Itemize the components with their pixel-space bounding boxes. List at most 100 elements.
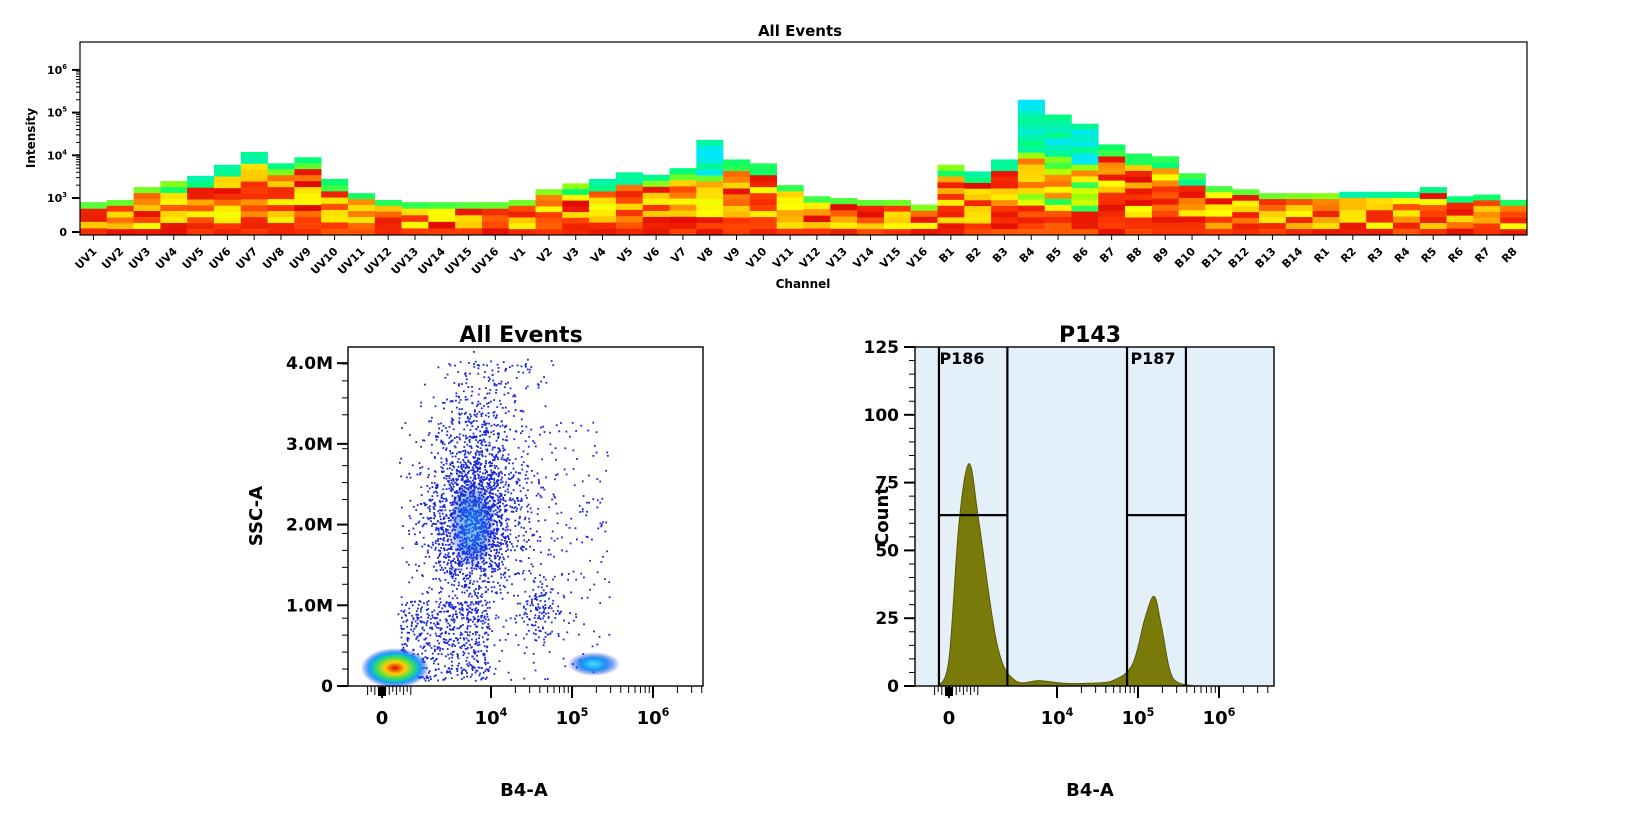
spectrum-x-ticks: UV1 UV2 UV3 UV4 UV5 UV6 UV7 UV8 UV9UV10UV11UV12U… (73, 235, 1520, 277)
spectrum-x-tick-label: B10 (1172, 245, 1198, 271)
spectrum-panel: All Events 0 103 104 105 106 UV1 UV2 UV3 UV4 UV5… (24, 22, 1528, 291)
spectrum-x-tick-label: V14 (851, 245, 877, 271)
spectrum-x-tick-label: UV12 (362, 245, 394, 277)
spectrum-column-b3 (991, 159, 1019, 236)
scatter-title: All Events (459, 323, 582, 348)
spectrum-column-uv2 (106, 199, 134, 236)
spectrum-x-tick-label: V4 (588, 245, 609, 266)
spectrum-x-tick-label: B4 (1017, 245, 1038, 266)
scatter-y-tick-label: 3.0M (286, 435, 333, 455)
spectrum-column-uv9 (294, 157, 322, 236)
scatter-y-ticks: 0 1.0M 2.0M 3.0M 4.0M (286, 354, 348, 697)
spectrum-column-v7 (669, 168, 697, 236)
spectrum-column-v9 (723, 159, 751, 236)
spectrum-x-tick-label: V15 (877, 245, 903, 271)
scatter-y-label: SSC-A (246, 486, 267, 546)
spectrum-x-tick-label: V9 (722, 245, 743, 266)
spectrum-x-tick-label: UV8 (260, 245, 287, 272)
gate-p186 (937, 347, 1009, 686)
histogram-gates (937, 347, 1188, 686)
spectrum-column-r2 (1339, 191, 1367, 236)
spectrum-x-tick-label: UV1 (73, 245, 100, 272)
scatter-y-tick-label: 1.0M (286, 596, 333, 616)
spectrum-x-tick-label: V10 (743, 245, 769, 271)
spectrum-column-uv15 (455, 202, 483, 236)
spectrum-x-tick-label: UV3 (126, 245, 153, 272)
spectrum-column-b7 (1098, 144, 1126, 236)
spectrum-column-v6 (642, 174, 670, 236)
scatter-population-low (361, 648, 429, 688)
spectrum-x-tick-label: R7 (1472, 245, 1493, 266)
scatter-population-right (568, 652, 620, 676)
spectrum-x-tick-label: UV16 (469, 245, 502, 278)
spectrum-x-tick-label: R3 (1365, 245, 1386, 266)
histogram-y-tick-label: 75 (875, 474, 899, 494)
spectrum-column-uv3 (133, 187, 161, 236)
spectrum-column-r5 (1419, 187, 1447, 236)
histogram-y-tick-label: 0 (887, 677, 899, 697)
spectrum-title: All Events (758, 22, 842, 40)
x-tick-label: 104 (475, 706, 508, 729)
spectrum-column-b2 (964, 171, 992, 236)
spectrum-x-tick-label: UV6 (207, 245, 234, 272)
spectrum-column-uv5 (187, 175, 215, 236)
spectrum-column-v12 (803, 196, 831, 236)
spectrum-column-b9 (1151, 156, 1179, 236)
scatter-y-tick-label: 0 (321, 677, 333, 697)
spectrum-x-tick-label: B13 (1253, 245, 1279, 271)
scatter-dense-populations (361, 480, 620, 688)
spectrum-x-tick-label: V6 (642, 245, 663, 266)
spectrum-x-tick-label: B1 (936, 245, 957, 266)
spectrum-column-uv16 (481, 202, 510, 236)
scatter-panel: All Events 01.0M2.0M3.0M4.0M 0 104 105 106 … (246, 323, 704, 801)
x-tick-label: 106 (1203, 706, 1236, 729)
spectrum-x-tick-label: R8 (1499, 245, 1520, 266)
spectrum-column-v15 (883, 199, 911, 236)
spectrum-x-tick-label: B11 (1199, 245, 1225, 271)
spectrum-column-uv14 (428, 202, 456, 236)
spectrum-column-v11 (776, 185, 804, 236)
x-tick-label: 0 (943, 708, 956, 729)
scatter-y-tick-label: 4.0M (286, 354, 333, 374)
scatter-frame (347, 346, 704, 687)
spectrum-x-tick-label: V13 (824, 245, 850, 271)
spectrum-column-v4 (589, 178, 617, 236)
spectrum-x-tick-label: R2 (1338, 245, 1359, 266)
spectrum-x-tick-label: B6 (1070, 245, 1091, 266)
histogram-y-tick-label: 25 (875, 609, 899, 629)
spectrum-x-tick-label: UV4 (153, 245, 180, 272)
spectrum-y-ticks: 0 103 104 105 106 (47, 63, 80, 239)
spectrum-x-tick-label: R6 (1446, 245, 1467, 266)
spectrum-column-uv8 (267, 163, 295, 236)
histogram-x-label: B4-A (1066, 780, 1114, 801)
spectrum-x-tick-label: R5 (1419, 245, 1440, 266)
scatter-x-label: B4-A (500, 780, 548, 801)
spectrum-y-tick-label: 106 (47, 63, 67, 77)
histogram-frame (914, 346, 1275, 687)
spectrum-column-r4 (1393, 191, 1421, 236)
spectrum-column-uv10 (321, 178, 349, 236)
spectrum-column-r8 (1500, 199, 1528, 236)
spectrum-x-tick-label: B5 (1044, 245, 1065, 266)
spectrum-y-tick-label: 103 (47, 191, 67, 205)
histogram-y-tick-label: 50 (875, 541, 899, 561)
spectrum-column-v3 (562, 183, 590, 236)
spectrum-column-v13 (830, 198, 858, 236)
spectrum-column-v8 (696, 139, 724, 236)
spectrum-x-tick-label: UV15 (442, 245, 474, 277)
spectrum-columns (80, 99, 1528, 236)
spectrum-x-tick-label: R4 (1392, 245, 1413, 266)
histogram-area (938, 463, 1194, 687)
spectrum-x-tick-label: V12 (797, 245, 823, 271)
spectrum-x-tick-label: UV13 (389, 245, 421, 277)
spectrum-x-tick-label: UV5 (180, 245, 207, 272)
spectrum-column-r6 (1446, 196, 1474, 236)
spectrum-column-b8 (1125, 153, 1153, 236)
spectrum-column-b11 (1205, 186, 1233, 236)
spectrum-x-tick-label: V2 (534, 245, 555, 266)
spectrum-column-uv6 (213, 164, 242, 236)
spectrum-column-b6 (1071, 123, 1099, 236)
x-tick-label: 104 (1041, 706, 1074, 729)
spectrum-column-uv4 (160, 181, 188, 236)
